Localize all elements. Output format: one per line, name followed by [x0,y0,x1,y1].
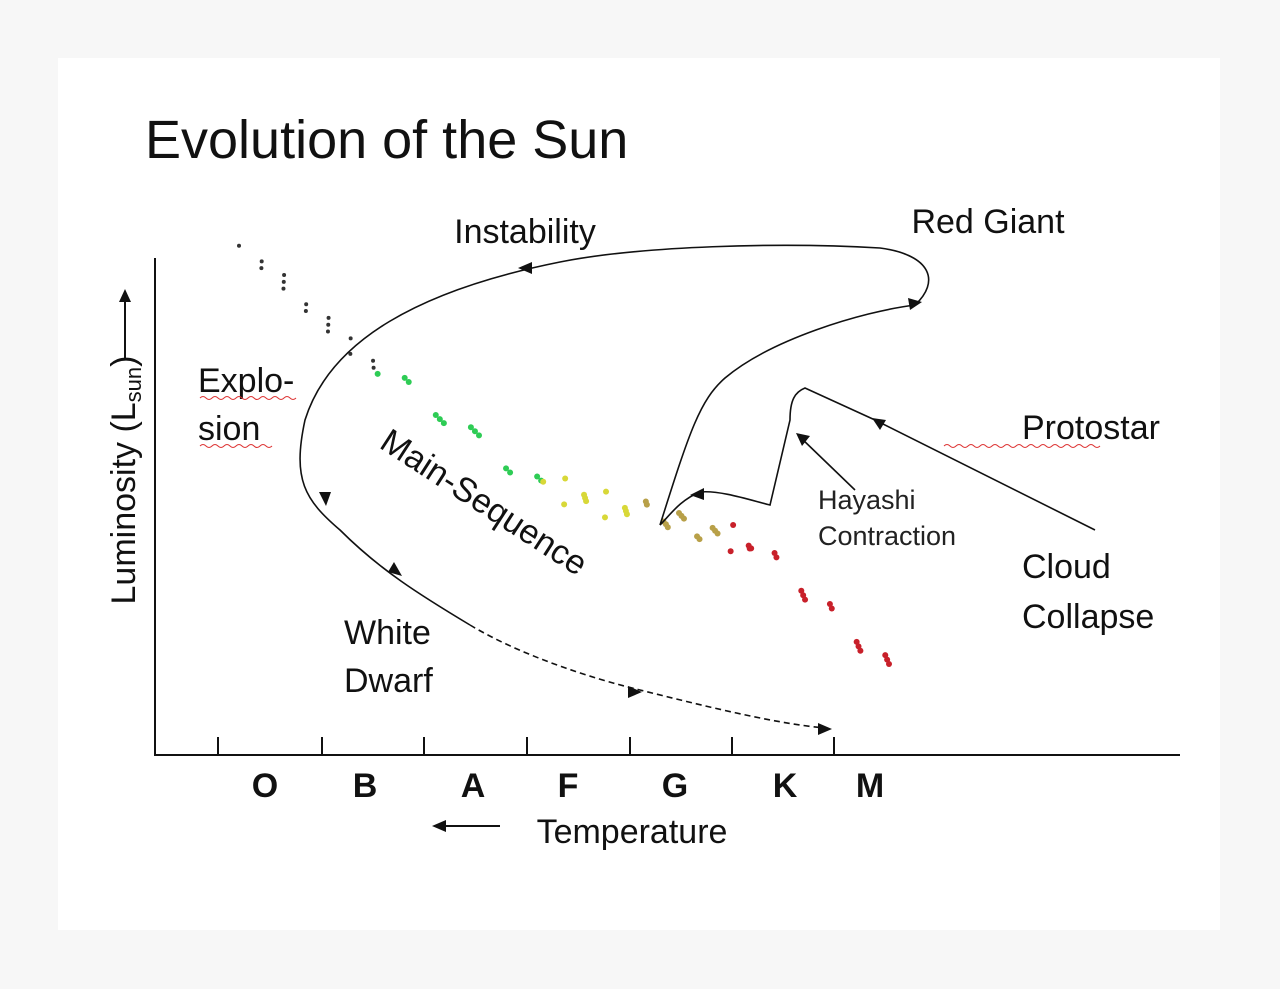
spell-underline [943,444,1101,448]
star [507,469,514,476]
protostar-label: Protostar [1022,409,1160,447]
star [562,475,569,482]
arrowheads [319,262,922,735]
star [886,661,892,667]
evolution-track [299,244,930,626]
star [259,266,264,271]
star [828,605,835,612]
star [405,378,412,385]
white-dwarf-label: White [344,614,431,652]
arrowhead [319,492,331,506]
white-dwarf-track [469,624,826,729]
title: Evolution of the Sun [145,110,628,170]
class-label: O [252,767,278,805]
star [440,420,447,427]
explosion-label: sion [198,410,260,448]
red-giant-label: Red Giant [911,203,1065,241]
star [471,428,478,435]
protostar-track [659,387,1096,531]
cloud-collapse-label: Collapse [1022,598,1154,636]
star [401,374,408,381]
star [374,370,381,377]
star [621,504,628,511]
white-dwarf-label: Dwarf [344,662,433,700]
star [281,286,286,291]
star [694,533,701,540]
star [432,412,439,419]
arrowhead [818,723,832,735]
y-label-main: Luminosity (L [105,402,143,604]
arrowhead [796,433,810,446]
star [603,488,610,495]
star [348,351,353,356]
star [676,510,682,516]
star [727,548,734,555]
x-axis-label: Temperature [537,813,728,851]
star [581,491,588,498]
instability-label: Instability [454,213,596,251]
star [371,365,376,370]
star [534,473,541,480]
hayashi-label: Contraction [818,521,956,551]
star [802,596,809,603]
star [709,524,716,531]
star [304,302,309,307]
class-label: A [461,767,486,805]
hayashi-pointer [799,436,856,491]
star [561,501,568,508]
star [436,416,443,423]
y-label-close: ) [105,355,143,366]
arrowhead [908,298,922,310]
class-label: F [558,767,579,805]
star [326,315,331,320]
star [476,432,482,439]
arrowhead [872,418,886,430]
star [601,514,608,521]
star [503,465,510,472]
star [540,478,547,485]
arrowhead [518,262,532,274]
star [773,554,780,561]
star [348,336,353,341]
star [325,329,330,334]
cloud-collapse-label: Cloud [1022,548,1111,586]
star [857,647,864,654]
star [282,273,287,277]
class-label: B [353,767,378,805]
class-label: G [662,767,688,805]
star [371,358,376,363]
star [730,522,737,529]
star [237,243,241,248]
y-arrowhead [119,289,131,302]
slide-area [58,58,1220,930]
star [326,322,331,327]
explosion-label: Explo- [198,362,294,400]
star [259,259,264,264]
class-label: K [773,767,798,805]
star [303,309,308,314]
y-label-sub: sun [121,367,146,402]
arrowhead [690,488,704,500]
star [281,279,286,284]
main-sequence-stars [237,243,892,667]
star [467,424,474,431]
star [746,545,753,552]
spell-underline [199,444,273,448]
class-label: M [856,767,884,805]
hayashi-label: Hayashi [818,485,916,515]
y-axis-label: Luminosity (Lsun) [105,355,146,604]
star [642,498,649,505]
spell-underline [199,396,297,400]
ticks [217,737,835,755]
arrowhead [388,562,402,576]
x-arrowhead [432,820,446,832]
arrowhead [628,686,642,698]
